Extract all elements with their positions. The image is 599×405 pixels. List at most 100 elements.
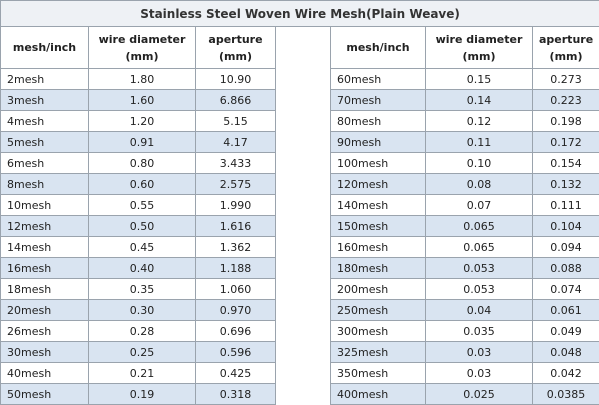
value-cell: 0.154 (533, 153, 599, 174)
header-line: mesh/inch (337, 39, 419, 56)
gap-cell (276, 195, 331, 216)
mesh-cell: 40mesh (1, 363, 89, 384)
header-line: (mm) (539, 48, 593, 65)
column-header: wire diameter(mm) (89, 27, 196, 69)
mesh-cell: 20mesh (1, 300, 89, 321)
value-cell: 0.061 (533, 300, 599, 321)
value-cell: 0.065 (426, 216, 533, 237)
mesh-cell: 12mesh (1, 216, 89, 237)
value-cell: 0.40 (89, 258, 196, 279)
value-cell: 5.15 (196, 111, 276, 132)
header-line: aperture (202, 31, 269, 48)
gap-cell (276, 90, 331, 111)
value-cell: 0.053 (426, 258, 533, 279)
gap-cell (276, 342, 331, 363)
mesh-cell: 160mesh (331, 237, 426, 258)
value-cell: 0.50 (89, 216, 196, 237)
gap-cell (276, 132, 331, 153)
value-cell: 1.060 (196, 279, 276, 300)
value-cell: 0.065 (426, 237, 533, 258)
value-cell: 0.198 (533, 111, 599, 132)
value-cell: 0.596 (196, 342, 276, 363)
value-cell: 0.04 (426, 300, 533, 321)
header-line: wire diameter (95, 31, 189, 48)
mesh-cell: 4mesh (1, 111, 89, 132)
value-cell: 0.425 (196, 363, 276, 384)
mesh-cell: 350mesh (331, 363, 426, 384)
mesh-cell: 14mesh (1, 237, 89, 258)
mesh-cell: 70mesh (331, 90, 426, 111)
mesh-cell: 50mesh (1, 384, 89, 405)
gap-cell (276, 27, 331, 69)
gap-cell (276, 69, 331, 90)
value-cell: 0.60 (89, 174, 196, 195)
value-cell: 0.03 (426, 342, 533, 363)
column-header: aperture(mm) (196, 27, 276, 69)
value-cell: 0.094 (533, 237, 599, 258)
gap-cell (276, 111, 331, 132)
table-title: Stainless Steel Woven Wire Mesh(Plain We… (1, 1, 599, 27)
value-cell: 10.90 (196, 69, 276, 90)
value-cell: 0.273 (533, 69, 599, 90)
header-line: (mm) (95, 48, 189, 65)
value-cell: 0.970 (196, 300, 276, 321)
value-cell: 0.25 (89, 342, 196, 363)
gap-cell (276, 321, 331, 342)
value-cell: 0.11 (426, 132, 533, 153)
value-cell: 0.025 (426, 384, 533, 405)
value-cell: 0.08 (426, 174, 533, 195)
value-cell: 3.433 (196, 153, 276, 174)
mesh-cell: 8mesh (1, 174, 89, 195)
value-cell: 0.15 (426, 69, 533, 90)
mesh-cell: 120mesh (331, 174, 426, 195)
value-cell: 2.575 (196, 174, 276, 195)
mesh-cell: 2mesh (1, 69, 89, 90)
value-cell: 0.132 (533, 174, 599, 195)
column-header: mesh/inch (1, 27, 89, 69)
value-cell: 0.91 (89, 132, 196, 153)
mesh-cell: 400mesh (331, 384, 426, 405)
header-line: wire diameter (432, 31, 526, 48)
gap-cell (276, 300, 331, 321)
header-line: (mm) (202, 48, 269, 65)
value-cell: 0.104 (533, 216, 599, 237)
value-cell: 0.318 (196, 384, 276, 405)
value-cell: 0.21 (89, 363, 196, 384)
gap-cell (276, 237, 331, 258)
column-header: mesh/inch (331, 27, 426, 69)
value-cell: 0.19 (89, 384, 196, 405)
value-cell: 0.07 (426, 195, 533, 216)
value-cell: 6.866 (196, 90, 276, 111)
value-cell: 1.362 (196, 237, 276, 258)
value-cell: 0.12 (426, 111, 533, 132)
value-cell: 1.80 (89, 69, 196, 90)
value-cell: 1.60 (89, 90, 196, 111)
mesh-cell: 300mesh (331, 321, 426, 342)
gap-cell (276, 279, 331, 300)
mesh-cell: 10mesh (1, 195, 89, 216)
value-cell: 0.053 (426, 279, 533, 300)
gap-cell (276, 153, 331, 174)
mesh-cell: 16mesh (1, 258, 89, 279)
value-cell: 4.17 (196, 132, 276, 153)
mesh-cell: 60mesh (331, 69, 426, 90)
gap-cell (276, 384, 331, 405)
column-header: wire diameter(mm) (426, 27, 533, 69)
mesh-cell: 90mesh (331, 132, 426, 153)
value-cell: 0.088 (533, 258, 599, 279)
value-cell: 0.111 (533, 195, 599, 216)
mesh-cell: 200mesh (331, 279, 426, 300)
header-line: aperture (539, 31, 593, 48)
